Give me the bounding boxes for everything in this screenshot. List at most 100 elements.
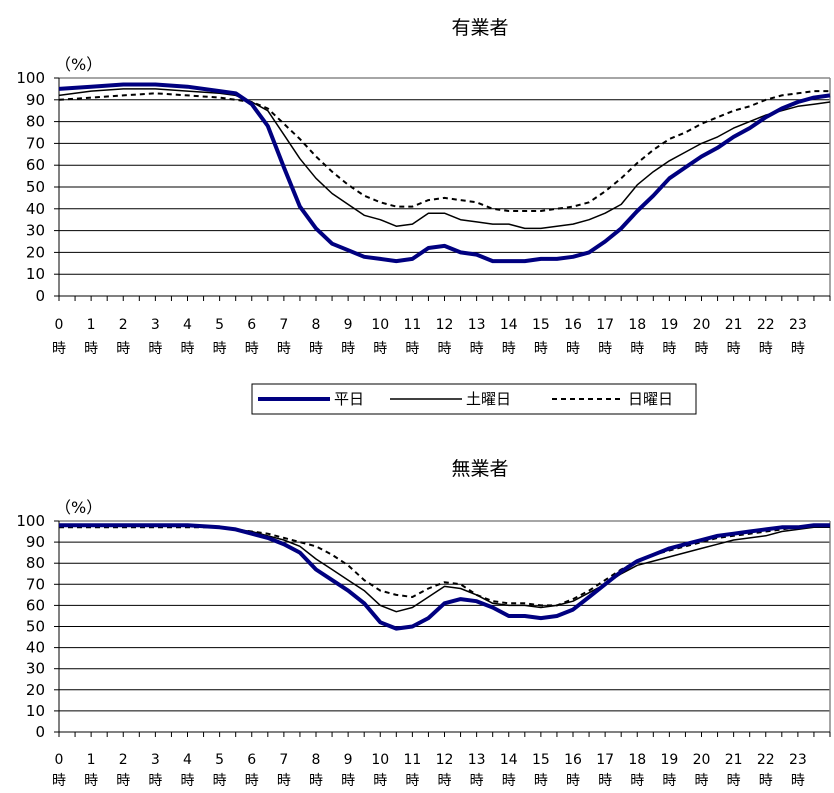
legend-label-weekday: 平日 xyxy=(334,390,364,408)
y-tick-label: 0 xyxy=(35,723,45,741)
x-tick-label: 4 xyxy=(183,752,192,768)
x-tick-suffix: 時 xyxy=(373,773,387,789)
x-tick-suffix: 時 xyxy=(470,341,484,357)
y-tick-label: 50 xyxy=(26,618,45,636)
x-tick-suffix: 時 xyxy=(213,773,227,789)
x-tick-label: 1 xyxy=(87,317,96,333)
x-tick-suffix: 時 xyxy=(181,773,195,789)
y-unit-label: （%） xyxy=(55,55,102,74)
x-tick-label: 0 xyxy=(55,752,64,768)
x-tick-suffix: 時 xyxy=(759,341,773,357)
x-tick-suffix: 時 xyxy=(84,773,98,789)
x-tick-suffix: 時 xyxy=(470,773,484,789)
x-tick-label: 17 xyxy=(596,317,614,333)
x-tick-label: 13 xyxy=(468,752,486,768)
x-tick-suffix: 時 xyxy=(759,773,773,789)
x-tick-label: 23 xyxy=(789,752,807,768)
x-tick-suffix: 時 xyxy=(116,773,130,789)
x-tick-label: 21 xyxy=(725,317,743,333)
x-tick-label: 5 xyxy=(215,752,224,768)
y-tick-label: 90 xyxy=(26,533,45,551)
y-tick-label: 40 xyxy=(26,200,45,218)
x-tick-suffix: 時 xyxy=(438,341,452,357)
y-tick-label: 60 xyxy=(26,156,45,174)
x-tick-suffix: 時 xyxy=(213,341,227,357)
x-tick-suffix: 時 xyxy=(791,341,805,357)
y-tick-label: 0 xyxy=(35,287,45,305)
x-tick-suffix: 時 xyxy=(405,341,419,357)
x-tick-suffix: 時 xyxy=(245,773,259,789)
x-tick-suffix: 時 xyxy=(695,341,709,357)
x-tick-suffix: 時 xyxy=(116,341,130,357)
legend-label-sunday: 日曜日 xyxy=(628,390,673,408)
x-tick-suffix: 時 xyxy=(373,341,387,357)
x-tick-label: 9 xyxy=(344,317,353,333)
x-tick-label: 12 xyxy=(436,317,454,333)
x-tick-suffix: 時 xyxy=(148,773,162,789)
y-tick-label: 30 xyxy=(26,222,45,240)
x-tick-label: 22 xyxy=(757,317,775,333)
chart-unemployed: 無業者 （%） 0 10 20 30 40 50 60 70 80 90 100 0 時 1 時 2 時 3 時 4 時… xyxy=(16,458,831,789)
y-tick-label: 20 xyxy=(26,681,45,699)
x-tick-suffix: 時 xyxy=(309,773,323,789)
y-tick-label: 70 xyxy=(26,575,45,593)
x-tick-suffix: 時 xyxy=(502,773,516,789)
x-tick-suffix: 時 xyxy=(662,773,676,789)
y-tick-label: 40 xyxy=(26,639,45,657)
x-tick-suffix: 時 xyxy=(341,341,355,357)
x-tick-label: 3 xyxy=(151,752,160,768)
x-tick-label: 7 xyxy=(279,752,288,768)
y-tick-label: 10 xyxy=(26,265,45,283)
y-tick-label: 10 xyxy=(26,702,45,720)
x-tick-suffix: 時 xyxy=(245,341,259,357)
y-tick-label: 80 xyxy=(26,554,45,572)
x-tick-suffix: 時 xyxy=(52,341,66,357)
x-tick-label: 20 xyxy=(693,752,711,768)
y-tick-label: 60 xyxy=(26,596,45,614)
y-tick-label: 20 xyxy=(26,243,45,261)
plot-area: 0 10 20 30 40 50 60 70 80 90 100 0 時 1 時 2 時 3 時 4 時 5 時 6 時 7 時 8 時… xyxy=(16,512,831,789)
x-tick-label: 10 xyxy=(371,317,389,333)
x-tick-label: 2 xyxy=(119,317,128,333)
x-tick-suffix: 時 xyxy=(598,773,612,789)
y-tick-label: 100 xyxy=(16,69,45,87)
x-tick-label: 10 xyxy=(371,752,389,768)
x-tick-label: 16 xyxy=(564,317,582,333)
series-line-solid xyxy=(59,524,830,613)
x-tick-label: 1 xyxy=(87,752,96,768)
chart-title: 有業者 xyxy=(451,17,508,39)
x-tick-label: 5 xyxy=(215,317,224,333)
x-tick-label: 13 xyxy=(468,317,486,333)
x-tick-suffix: 時 xyxy=(181,341,195,357)
y-unit-label: （%） xyxy=(55,498,102,517)
x-tick-label: 0 xyxy=(55,317,64,333)
x-tick-label: 23 xyxy=(789,317,807,333)
x-tick-suffix: 時 xyxy=(534,773,548,789)
x-tick-label: 9 xyxy=(344,752,353,768)
x-tick-label: 8 xyxy=(312,752,321,768)
x-tick-suffix: 時 xyxy=(695,773,709,789)
x-tick-suffix: 時 xyxy=(438,773,452,789)
series-line-solid xyxy=(58,88,831,230)
x-tick-label: 15 xyxy=(532,317,550,333)
y-tick-label: 80 xyxy=(26,113,45,131)
chart-employed: 有業者 （%） 0 10 20 30 40 50 60 70 80 90 100 0 時 1 時 2 時 3 時 4 時… xyxy=(16,17,831,357)
x-tick-suffix: 時 xyxy=(277,773,291,789)
legend: 平日 土曜日 日曜日 xyxy=(251,383,697,415)
x-tick-suffix: 時 xyxy=(52,773,66,789)
y-tick-label: 50 xyxy=(26,178,45,196)
series-line-dashed xyxy=(59,524,830,607)
x-tick-label: 21 xyxy=(725,752,743,768)
x-tick-suffix: 時 xyxy=(598,341,612,357)
x-tick-label: 11 xyxy=(403,752,421,768)
y-tick-label: 90 xyxy=(26,91,45,109)
series-line-dashed xyxy=(58,90,830,212)
x-tick-suffix: 時 xyxy=(727,341,741,357)
x-tick-suffix: 時 xyxy=(791,773,805,789)
x-tick-suffix: 時 xyxy=(534,341,548,357)
x-tick-suffix: 時 xyxy=(662,341,676,357)
series-line-thick xyxy=(58,82,831,264)
x-tick-label: 18 xyxy=(628,317,646,333)
x-tick-label: 3 xyxy=(151,317,160,333)
